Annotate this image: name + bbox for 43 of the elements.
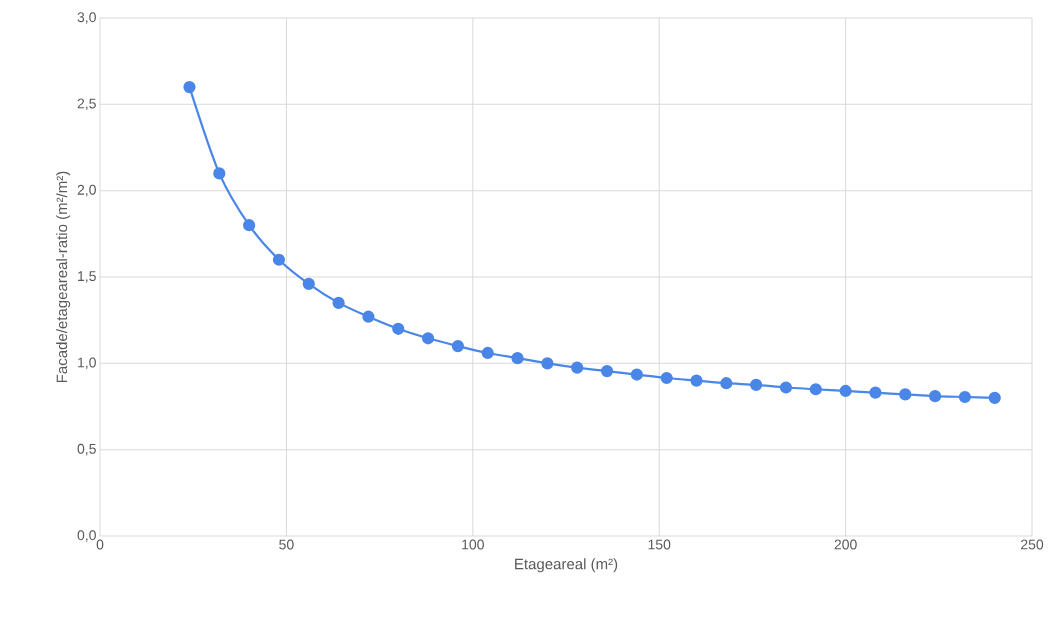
point <box>511 352 524 365</box>
point <box>600 365 614 378</box>
point <box>481 346 494 360</box>
point <box>213 167 226 180</box>
point <box>630 368 643 381</box>
x-tick-label: 150 <box>648 539 671 550</box>
y-tick-label: 0,0 <box>77 530 96 542</box>
x-tick-label: 0 <box>96 539 104 550</box>
point <box>869 386 882 399</box>
x-axis-title: Etageareal (m²) <box>515 558 618 573</box>
point <box>899 388 912 401</box>
point <box>988 391 1001 404</box>
point <box>750 378 763 392</box>
point <box>958 390 972 404</box>
y-axis-title: Facade/etageareal-ratio (m²/m²) <box>56 171 71 383</box>
y-tick-label: 2,5 <box>77 98 96 111</box>
x-tick-label: 250 <box>1021 539 1044 550</box>
point <box>243 219 256 232</box>
x-tick-label: 200 <box>834 539 857 550</box>
point <box>928 390 942 403</box>
y-tick-label: 2,0 <box>77 184 96 197</box>
point <box>690 374 703 387</box>
point <box>183 80 196 94</box>
point <box>451 339 464 353</box>
point <box>392 322 405 335</box>
point <box>302 277 315 290</box>
point <box>809 383 822 396</box>
point <box>571 361 584 374</box>
y-tick-label: 1,0 <box>78 357 96 370</box>
point <box>421 332 435 345</box>
point <box>541 357 554 370</box>
x-tick-label: 100 <box>462 539 484 550</box>
x-tick-label: 50 <box>279 539 294 550</box>
point <box>660 371 673 385</box>
point <box>362 310 375 323</box>
point <box>779 381 793 394</box>
point <box>272 253 286 266</box>
point <box>720 377 733 390</box>
y-tick-label: 1,5 <box>78 271 96 283</box>
y-tick-label: 3,0 <box>77 12 96 24</box>
point <box>839 384 852 398</box>
point <box>332 296 345 309</box>
y-tick-label: 0,5 <box>77 443 96 456</box>
